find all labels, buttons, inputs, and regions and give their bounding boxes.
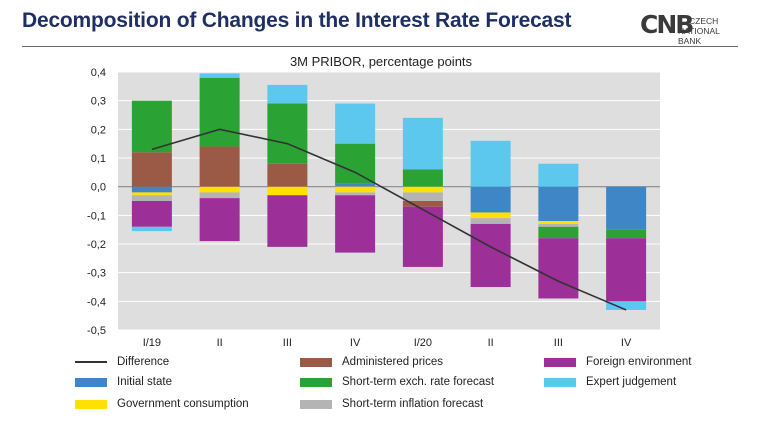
y-tick-label: -0,4 (87, 296, 106, 308)
bar-segment (538, 186, 579, 222)
bar-segment (606, 229, 647, 239)
bar-segment (335, 186, 376, 193)
y-tick-label: -0,1 (87, 210, 106, 222)
bar-segment (470, 186, 511, 213)
bar-segment (131, 201, 172, 227)
bar-segment (470, 140, 511, 187)
x-tick-label: IV (621, 337, 632, 349)
y-tick-label: 0,0 (91, 182, 106, 194)
bar-segment (267, 163, 308, 187)
bar-segment (402, 117, 443, 170)
bar-segment (199, 73, 240, 78)
bar-segment (199, 198, 240, 242)
difference-line (151, 128, 627, 311)
chart-title: 3M PRIBOR, percentage points (289, 54, 473, 69)
bar-segment (199, 77, 240, 147)
bar-segment (470, 223, 511, 287)
bar-segment (470, 218, 511, 224)
logo-mark: CNB (640, 10, 694, 39)
page-title: Decomposition of Changes in the Interest… (22, 9, 572, 32)
x-tick-label: IV (350, 337, 361, 349)
bar-segment (538, 221, 579, 224)
x-tick-label: III (283, 337, 292, 349)
x-tick-label: I/20 (414, 337, 432, 349)
bar-segment (199, 192, 240, 199)
x-tick-label: II (488, 337, 494, 349)
bar-segment (538, 238, 579, 299)
bar-segment (402, 201, 443, 207)
x-tick-label: I/19 (143, 337, 161, 349)
bar-segment (538, 223, 579, 227)
y-tick-label: 0,2 (91, 124, 106, 136)
bar-segment (131, 226, 172, 232)
y-tick-label: -0,5 (87, 325, 106, 337)
bar-segment (335, 192, 376, 196)
bar-segment (335, 195, 376, 253)
x-tick-label: III (554, 337, 563, 349)
x-tick-label: II (217, 337, 223, 349)
bar-segment (538, 226, 579, 239)
cnb-logo: CNB CZECH NATIONAL BANK (640, 10, 740, 46)
y-tick-label: 0,4 (91, 67, 106, 79)
logo-line-2: NATIONAL BANK (678, 26, 720, 46)
bar-segment (131, 195, 172, 201)
bar-segment (131, 152, 172, 187)
bar-segment (335, 103, 376, 144)
bar-segment (335, 143, 376, 184)
bar-segment (402, 192, 443, 201)
bar-segment (131, 186, 172, 193)
bar-segment (606, 186, 647, 230)
bar-segment (606, 301, 647, 310)
bar-segment (131, 192, 172, 196)
bar-segment (199, 186, 240, 193)
bar-segment (267, 186, 308, 196)
bar-segment (470, 212, 511, 219)
bar-segment (267, 103, 308, 164)
bar-segment (538, 163, 579, 187)
plot-area (118, 72, 660, 330)
bar-segment (402, 186, 443, 193)
bar-segment (606, 238, 647, 302)
bar-segment (131, 100, 172, 153)
y-tick-label: 0,3 (91, 96, 106, 108)
bar-segment (402, 169, 443, 187)
y-tick-label: 0,1 (91, 153, 106, 165)
bar-segment (267, 195, 308, 247)
logo-line-1: CZECH (689, 16, 719, 26)
bar-segment (335, 183, 376, 187)
title-divider (22, 46, 738, 47)
bar-segment (199, 146, 240, 187)
bar-segment (267, 84, 308, 104)
y-tick-label: -0,3 (87, 268, 106, 280)
y-tick-label: -0,2 (87, 239, 106, 251)
bar-segment (402, 206, 443, 267)
